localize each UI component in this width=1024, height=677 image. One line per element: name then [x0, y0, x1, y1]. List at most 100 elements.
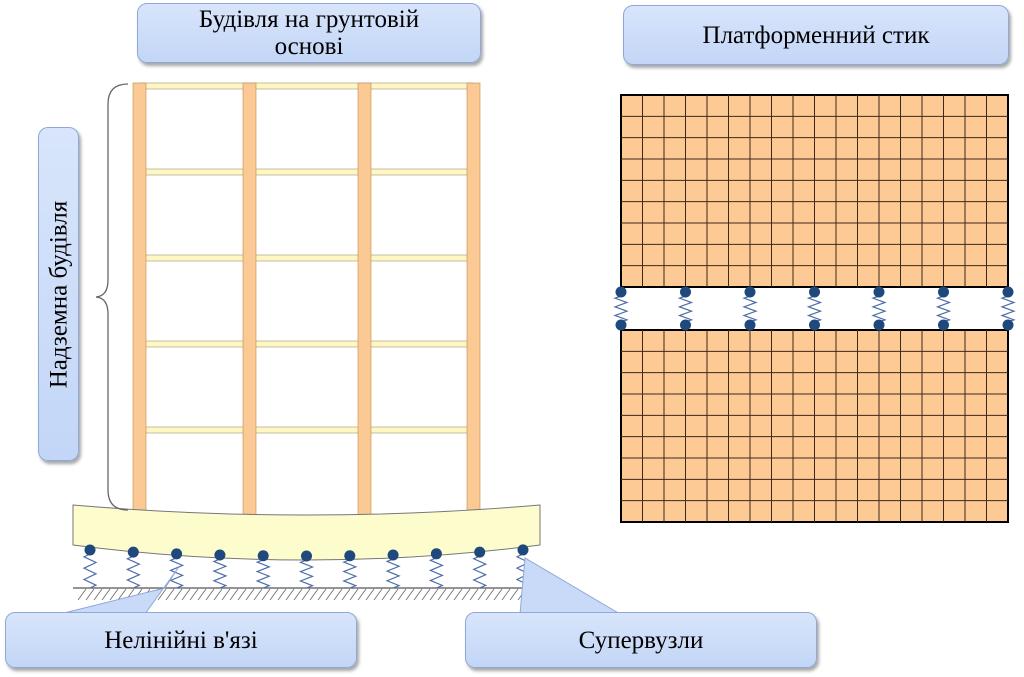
- foundation-spring: [255, 559, 271, 589]
- joint-node: [615, 319, 627, 331]
- callout-pointer-supernodes: [519, 557, 622, 615]
- beam: [139, 426, 474, 434]
- platform-joint: [613, 94, 1016, 523]
- beam: [139, 254, 474, 262]
- building-frame: [132, 82, 481, 519]
- ground-hatch: [205, 588, 215, 601]
- column: [466, 82, 481, 519]
- ground-hatch: [325, 588, 335, 601]
- supernode: [257, 550, 269, 562]
- supernodes-text: Супервузли: [578, 626, 704, 654]
- ground-hatch: [173, 588, 183, 601]
- joint-node: [938, 286, 949, 298]
- ground-hatch: [389, 588, 399, 601]
- ground-hatch: [301, 588, 311, 601]
- ground-hatch: [373, 588, 383, 601]
- ground-hatch: [77, 588, 87, 601]
- ground-hatch: [357, 588, 367, 601]
- joint-spring: [677, 295, 694, 323]
- foundation-spring: [428, 557, 444, 589]
- ground-hatch: [181, 588, 191, 601]
- ground-hatch: [269, 588, 279, 601]
- above-ground-label: Надземна будівля: [38, 127, 79, 461]
- joint-node: [615, 286, 627, 298]
- supernode: [171, 548, 183, 560]
- supernode: [387, 549, 399, 561]
- supernodes-callout: Супервузли: [465, 612, 817, 668]
- beam: [139, 340, 474, 348]
- foundation-spring: [169, 557, 185, 589]
- column: [132, 82, 147, 519]
- building-title-text: Будівля на грунтовій основі: [198, 6, 420, 60]
- joint-node: [680, 319, 691, 331]
- ground-hatch: [509, 588, 519, 601]
- ground-hatch: [333, 588, 343, 601]
- ground-hatch: [429, 588, 439, 601]
- ground-hatch: [261, 588, 271, 601]
- ground-hatch: [117, 588, 127, 601]
- foundation-spring: [125, 555, 141, 589]
- ground-hatch: [477, 588, 487, 601]
- joint-spring: [871, 295, 887, 323]
- beam: [139, 82, 474, 90]
- beam: [139, 168, 474, 176]
- ground-hatch: [381, 588, 391, 601]
- joint-node: [938, 319, 949, 331]
- column: [242, 82, 257, 519]
- ground-hatch: [413, 588, 423, 601]
- foundation-spring: [342, 559, 358, 589]
- joint-spring: [806, 295, 823, 323]
- callout-pointer-links: [59, 567, 179, 615]
- foundation-spring: [385, 558, 401, 589]
- joint-spring: [1000, 295, 1016, 323]
- joint-title-text: Платформенний стик: [702, 21, 930, 49]
- supernode: [84, 544, 96, 556]
- foundation-slab: [72, 504, 541, 561]
- supernode: [474, 546, 486, 558]
- supernode: [301, 550, 312, 562]
- supernode: [344, 550, 356, 562]
- ground-hatch: [397, 588, 407, 601]
- foundation-spring: [472, 555, 488, 589]
- ground-hatch: [245, 588, 255, 601]
- joint-spring: [613, 295, 629, 323]
- supernode: [430, 548, 442, 560]
- foundation: [72, 504, 541, 601]
- ground-hatch: [285, 588, 295, 601]
- joint-spring: [935, 295, 952, 323]
- nonlinear-links-text: Нелінійні в'язі: [104, 626, 258, 654]
- ground-hatch: [109, 588, 119, 601]
- ground-hatch: [213, 588, 223, 601]
- above-ground-text: Надземна будівля: [45, 200, 72, 388]
- ground-hatch: [349, 588, 359, 601]
- ground-hatch: [437, 588, 447, 601]
- building-title: Будівля на грунтовій основі: [137, 3, 481, 63]
- ground-hatch: [445, 588, 455, 601]
- ground-hatch: [469, 588, 479, 601]
- ground-hatch: [93, 588, 103, 601]
- ground-hatch: [189, 588, 199, 601]
- joint-node: [1002, 319, 1014, 331]
- ground-hatch: [197, 588, 207, 601]
- supernode: [214, 549, 226, 561]
- nonlinear-links-callout: Нелінійні в'язі: [5, 612, 357, 668]
- joint-node: [873, 286, 885, 298]
- foundation-spring: [82, 553, 98, 589]
- ground-hatch: [485, 588, 495, 601]
- ground-hatch: [253, 588, 263, 601]
- ground-hatch: [365, 588, 375, 601]
- ground-hatch: [317, 588, 327, 601]
- joint-node: [1002, 286, 1014, 298]
- ground-hatch: [85, 588, 95, 601]
- joint-node: [873, 319, 885, 331]
- ground-hatch: [157, 588, 167, 601]
- supernode: [127, 546, 139, 558]
- ground-hatch: [237, 588, 247, 601]
- joint-node: [744, 319, 756, 331]
- ground-hatch: [293, 588, 303, 601]
- ground-hatch: [461, 588, 471, 601]
- brace: [95, 83, 129, 511]
- joint-node: [680, 286, 691, 298]
- foundation-spring: [212, 558, 228, 589]
